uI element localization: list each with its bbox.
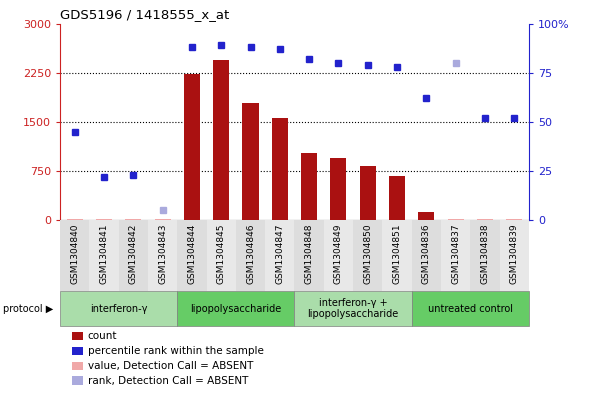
- Text: GSM1304845: GSM1304845: [217, 224, 226, 284]
- FancyBboxPatch shape: [412, 291, 529, 326]
- Text: GSM1304841: GSM1304841: [100, 224, 109, 284]
- Bar: [90, 220, 119, 291]
- Text: percentile rank within the sample: percentile rank within the sample: [88, 346, 264, 356]
- Text: GSM1304851: GSM1304851: [392, 224, 401, 284]
- Text: lipopolysaccharide: lipopolysaccharide: [191, 303, 281, 314]
- Text: GDS5196 / 1418555_x_at: GDS5196 / 1418555_x_at: [60, 8, 230, 21]
- Bar: [265, 220, 294, 291]
- Text: count: count: [88, 331, 117, 341]
- Text: GSM1304842: GSM1304842: [129, 224, 138, 284]
- Bar: [207, 220, 236, 291]
- Text: GSM1304840: GSM1304840: [70, 224, 79, 284]
- Bar: [177, 220, 207, 291]
- Bar: [353, 220, 382, 291]
- Bar: [125, 219, 141, 220]
- Bar: [301, 153, 317, 220]
- Bar: [441, 220, 470, 291]
- Bar: [67, 219, 83, 220]
- Text: GSM1304848: GSM1304848: [305, 224, 314, 284]
- Bar: [242, 103, 258, 220]
- Text: protocol ▶: protocol ▶: [3, 303, 53, 314]
- Bar: [359, 166, 376, 220]
- Bar: [294, 220, 324, 291]
- Bar: [184, 74, 200, 220]
- Text: value, Detection Call = ABSENT: value, Detection Call = ABSENT: [88, 361, 253, 371]
- Text: GSM1304850: GSM1304850: [363, 224, 372, 284]
- Text: interferon-γ +
lipopolysaccharide: interferon-γ + lipopolysaccharide: [308, 298, 398, 319]
- Bar: [470, 220, 499, 291]
- Bar: [236, 220, 265, 291]
- Bar: [272, 118, 288, 220]
- Bar: [477, 219, 493, 220]
- Text: GSM1304849: GSM1304849: [334, 224, 343, 284]
- Text: GSM1304846: GSM1304846: [246, 224, 255, 284]
- Text: rank, Detection Call = ABSENT: rank, Detection Call = ABSENT: [88, 376, 248, 386]
- Text: GSM1304836: GSM1304836: [422, 224, 431, 284]
- Text: GSM1304838: GSM1304838: [480, 224, 489, 284]
- Bar: [418, 211, 435, 220]
- FancyBboxPatch shape: [294, 291, 412, 326]
- FancyBboxPatch shape: [177, 291, 294, 326]
- Bar: [448, 219, 464, 220]
- Bar: [506, 219, 522, 220]
- Bar: [154, 219, 171, 220]
- Text: GSM1304837: GSM1304837: [451, 224, 460, 284]
- Bar: [213, 60, 230, 220]
- Bar: [324, 220, 353, 291]
- Text: GSM1304839: GSM1304839: [510, 224, 519, 284]
- Text: interferon-γ: interferon-γ: [90, 303, 147, 314]
- Bar: [60, 220, 90, 291]
- FancyBboxPatch shape: [60, 291, 177, 326]
- Text: untreated control: untreated control: [428, 303, 513, 314]
- Text: GSM1304844: GSM1304844: [188, 224, 197, 284]
- Bar: [148, 220, 177, 291]
- Bar: [389, 176, 405, 220]
- Bar: [331, 158, 347, 220]
- Text: GSM1304843: GSM1304843: [158, 224, 167, 284]
- Bar: [118, 220, 148, 291]
- Bar: [412, 220, 441, 291]
- Text: GSM1304847: GSM1304847: [275, 224, 284, 284]
- Bar: [499, 220, 529, 291]
- Bar: [382, 220, 412, 291]
- Bar: [96, 219, 112, 220]
